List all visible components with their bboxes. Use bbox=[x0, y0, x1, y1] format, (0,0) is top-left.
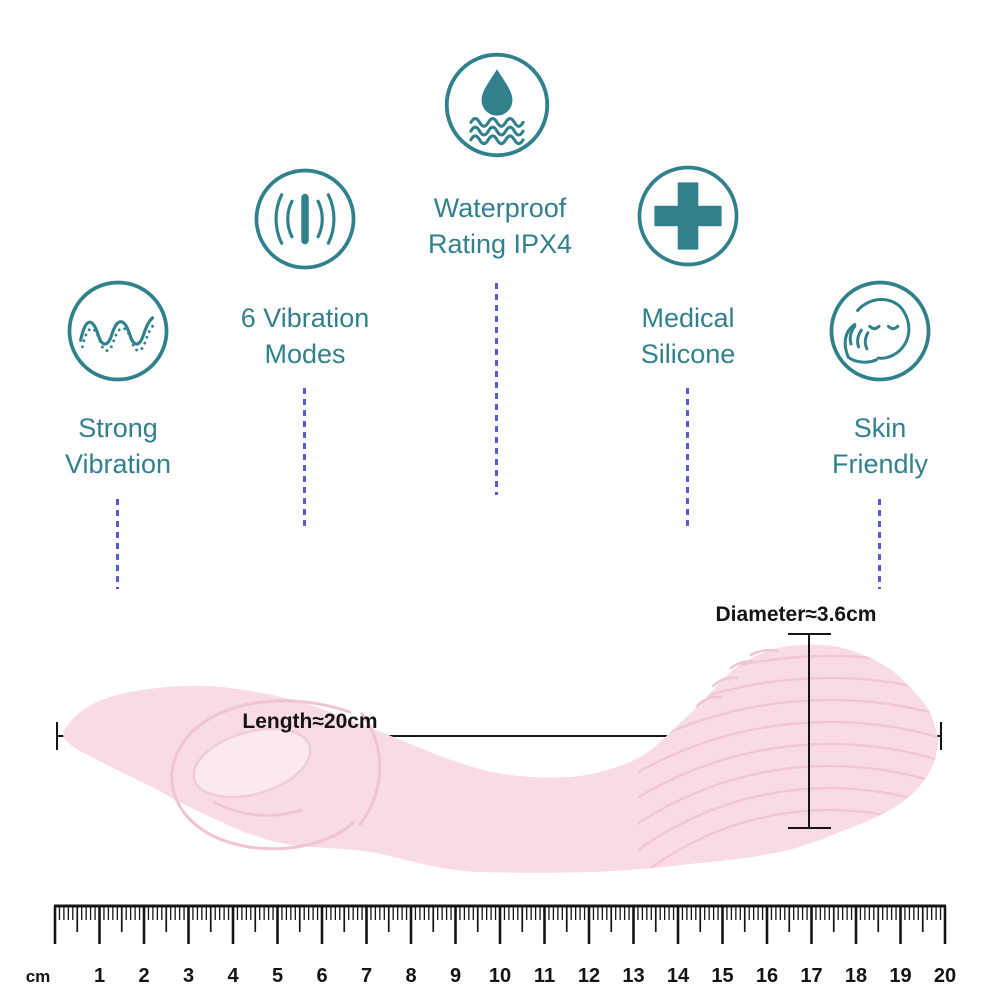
feature-label-line: Skin bbox=[853, 413, 907, 443]
feature-label-line: 6 Vibration bbox=[240, 303, 370, 333]
ruler-number: 5 bbox=[272, 965, 283, 987]
feature-label-line: Medical bbox=[641, 303, 735, 333]
ruler-number: 3 bbox=[183, 965, 194, 987]
ruler-number: 18 bbox=[845, 965, 867, 987]
connector-line bbox=[686, 388, 689, 530]
ruler-number: 7 bbox=[361, 965, 372, 987]
feature-label-line: Vibration bbox=[64, 449, 172, 479]
ruler: cm 1 2 3 4 5 6 7 8 9 10 11 12 13 14 15 16 17 18 19 20 bbox=[26, 904, 956, 987]
feature-label-line: Friendly bbox=[831, 449, 929, 479]
ruler-number: 4 bbox=[227, 965, 239, 987]
ruler-unit-label: cm bbox=[26, 967, 51, 986]
ruler-number: 13 bbox=[622, 965, 644, 987]
ruler-number: 11 bbox=[534, 965, 555, 987]
handle-button bbox=[192, 727, 312, 799]
ruler-number: 16 bbox=[756, 965, 778, 987]
ruler-number: 2 bbox=[138, 965, 149, 987]
feature-label: Skin Friendly bbox=[770, 410, 990, 482]
feature-label: Medical Silicone bbox=[578, 300, 798, 372]
feature-label-line: Rating IPX4 bbox=[427, 229, 573, 259]
connector-line bbox=[116, 499, 119, 589]
ridge-texture bbox=[638, 644, 938, 873]
ruler-number: 10 bbox=[489, 965, 511, 987]
ruler-number: 6 bbox=[316, 965, 327, 987]
diameter-measurement bbox=[788, 633, 831, 829]
ruler-number: 9 bbox=[450, 965, 461, 987]
handle-detail bbox=[170, 699, 382, 851]
feature-label: 6 Vibration Modes bbox=[195, 300, 415, 372]
ruler-number: 17 bbox=[800, 965, 822, 987]
length-measurement bbox=[56, 722, 942, 750]
feature-label-line: Silicone bbox=[640, 339, 736, 369]
feature-label: Strong Vibration bbox=[8, 410, 228, 482]
connector-line bbox=[495, 283, 498, 495]
ruler-number: 14 bbox=[667, 965, 690, 987]
product-image bbox=[63, 644, 938, 873]
scallop-edge bbox=[695, 648, 779, 708]
length-label: Length≈20cm bbox=[242, 710, 377, 733]
connector-line bbox=[303, 388, 306, 530]
medical-cross-icon bbox=[637, 165, 739, 267]
waterproof-drop-icon bbox=[444, 52, 550, 158]
ruler-number: 15 bbox=[711, 965, 733, 987]
feature-label-line: Waterproof bbox=[433, 193, 567, 223]
ruler-number: 12 bbox=[578, 965, 600, 987]
vibration-modes-icon bbox=[254, 168, 356, 270]
ruler-number: 1 bbox=[94, 965, 105, 987]
vibration-wave-icon bbox=[67, 280, 169, 382]
feature-label-line: Modes bbox=[264, 339, 346, 369]
ruler-number: 20 bbox=[934, 965, 956, 987]
feature-label: Waterproof Rating IPX4 bbox=[390, 190, 610, 262]
skin-friendly-face-icon bbox=[829, 280, 931, 382]
feature-label-line: Strong bbox=[78, 413, 158, 443]
diameter-label: Diameter≈3.6cm bbox=[716, 603, 877, 626]
connector-line bbox=[878, 499, 881, 589]
ruler-number: 8 bbox=[405, 965, 416, 987]
ruler-number: 19 bbox=[889, 965, 911, 987]
